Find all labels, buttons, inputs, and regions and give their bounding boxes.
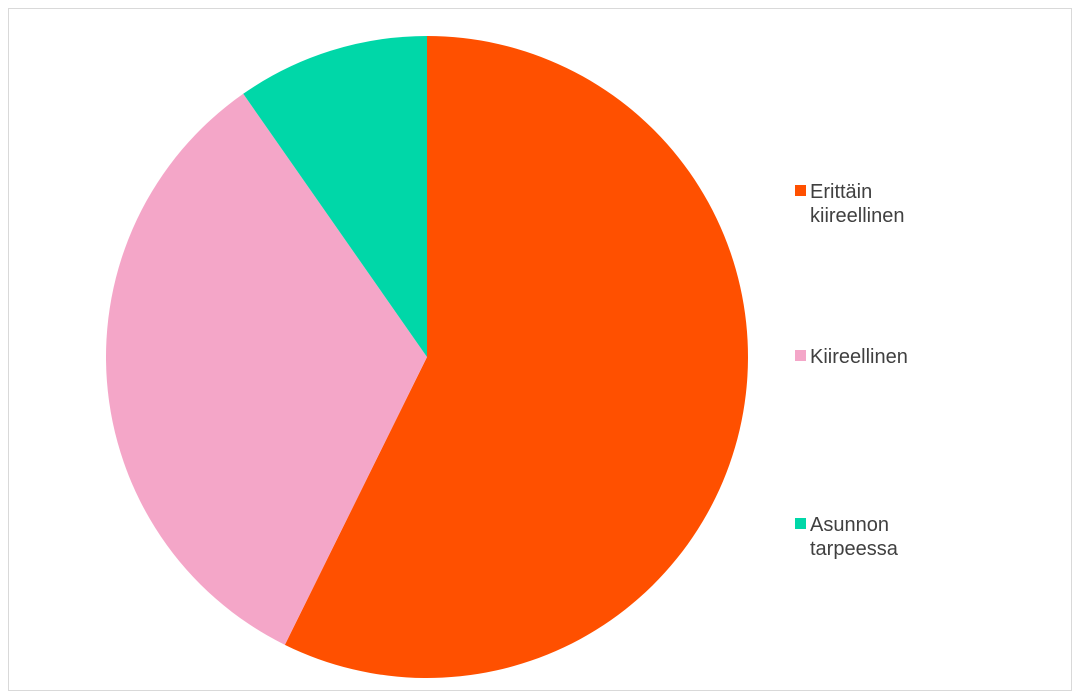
legend-item-kiireellinen: Kiireellinen (795, 345, 930, 369)
pie-slice-3 (243, 36, 427, 357)
pie-slice-2 (106, 93, 427, 645)
legend-swatch (795, 518, 806, 529)
legend-swatch (795, 350, 806, 361)
legend-label: Kiireellinen (810, 346, 908, 368)
legend-label: Erittäin kiireellinen (810, 181, 905, 227)
legend-item-asunnon-tarpeessa: Asunnon tarpeessa (795, 513, 920, 561)
legend-item-erittain-kiireellinen: Erittäin kiireellinen (795, 180, 920, 228)
pie-slice-1 (284, 36, 748, 678)
legend-swatch (795, 185, 806, 196)
legend-label: Asunnon tarpeessa (810, 514, 898, 560)
